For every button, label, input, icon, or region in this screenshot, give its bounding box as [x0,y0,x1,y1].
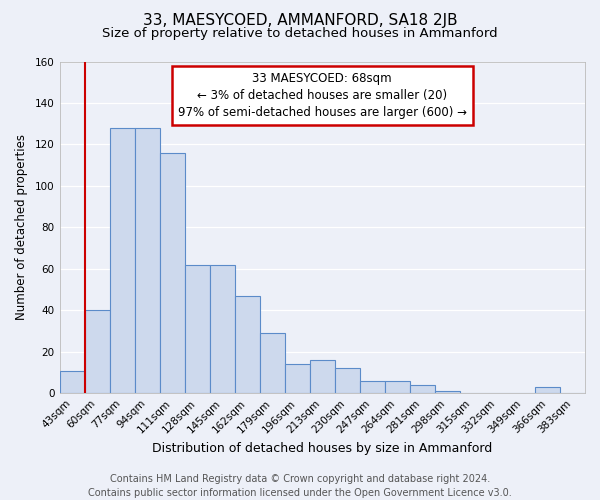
X-axis label: Distribution of detached houses by size in Ammanford: Distribution of detached houses by size … [152,442,493,455]
Bar [59,370,85,394]
Text: Contains HM Land Registry data © Crown copyright and database right 2024.
Contai: Contains HM Land Registry data © Crown c… [88,474,512,498]
Bar [310,360,335,394]
Bar [385,381,410,394]
Bar [260,333,285,394]
Bar [285,364,310,394]
Bar [410,385,435,394]
Bar [85,310,110,394]
Bar [335,368,360,394]
Y-axis label: Number of detached properties: Number of detached properties [15,134,28,320]
Bar [209,264,235,394]
Bar [235,296,260,394]
Bar [535,387,560,394]
Text: Size of property relative to detached houses in Ammanford: Size of property relative to detached ho… [102,28,498,40]
Bar [110,128,134,394]
Bar [160,153,185,394]
Bar [435,392,460,394]
Bar [134,128,160,394]
Bar [360,381,385,394]
Text: 33 MAESYCOED: 68sqm
← 3% of detached houses are smaller (20)
97% of semi-detache: 33 MAESYCOED: 68sqm ← 3% of detached hou… [178,72,467,119]
Bar [185,264,209,394]
Text: 33, MAESYCOED, AMMANFORD, SA18 2JB: 33, MAESYCOED, AMMANFORD, SA18 2JB [143,12,457,28]
